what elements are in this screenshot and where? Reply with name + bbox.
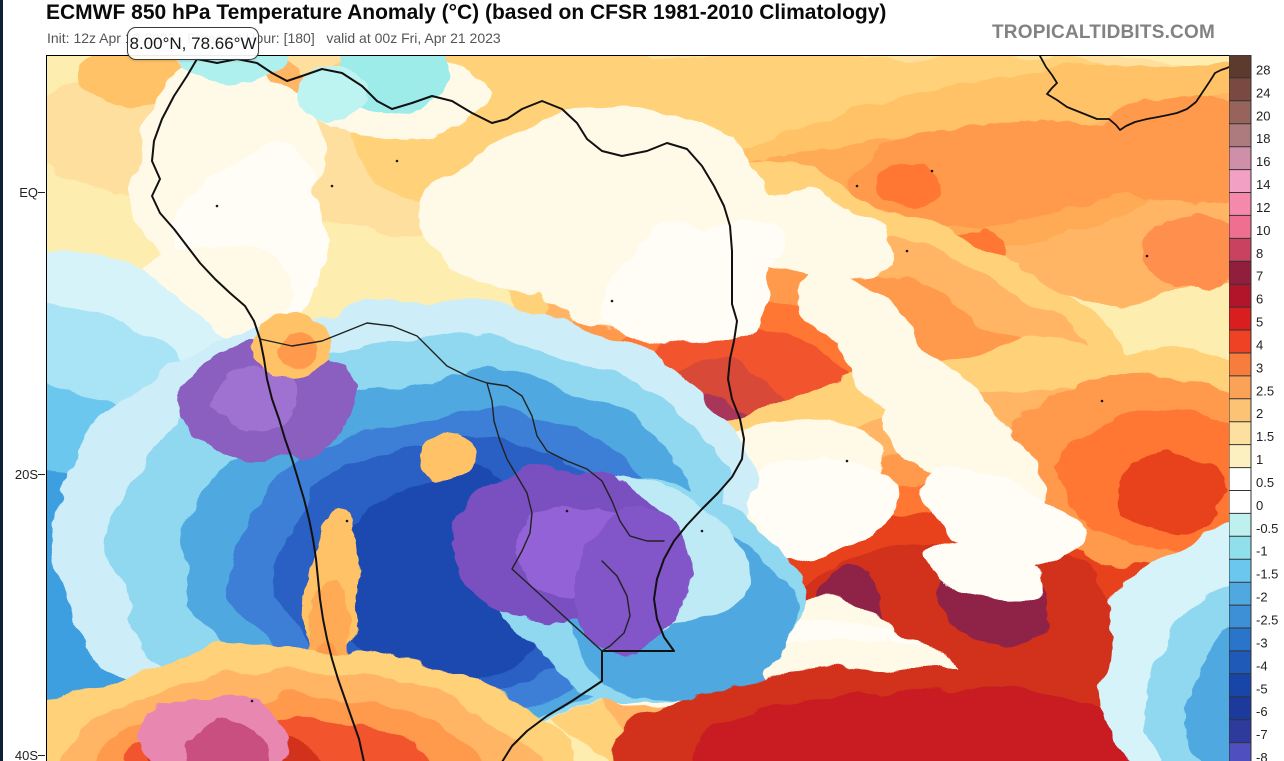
svg-text:10: 10	[1256, 223, 1270, 238]
svg-text:14: 14	[1256, 177, 1270, 192]
svg-text:7: 7	[1256, 269, 1263, 284]
svg-text:6: 6	[1256, 292, 1263, 307]
svg-text:16: 16	[1256, 154, 1270, 169]
svg-text:-3: -3	[1256, 635, 1268, 650]
svg-text:1.5: 1.5	[1256, 429, 1274, 444]
svg-text:0.5: 0.5	[1256, 475, 1274, 490]
svg-text:-8: -8	[1256, 750, 1268, 761]
svg-text:12: 12	[1256, 200, 1270, 215]
svg-text:20: 20	[1256, 108, 1270, 123]
svg-text:-1.5: -1.5	[1256, 567, 1278, 582]
svg-text:0: 0	[1256, 498, 1263, 513]
svg-text:-1: -1	[1256, 544, 1268, 559]
svg-text:24: 24	[1256, 85, 1270, 100]
svg-text:28: 28	[1256, 62, 1270, 77]
svg-text:8: 8	[1256, 246, 1263, 261]
svg-text:2: 2	[1256, 406, 1263, 421]
svg-text:-5: -5	[1256, 681, 1268, 696]
svg-text:4: 4	[1256, 338, 1263, 353]
svg-text:-7: -7	[1256, 727, 1268, 742]
svg-text:-2: -2	[1256, 590, 1268, 605]
svg-text:-4: -4	[1256, 658, 1268, 673]
svg-text:-6: -6	[1256, 704, 1268, 719]
svg-text:3: 3	[1256, 360, 1263, 375]
svg-text:-2.5: -2.5	[1256, 613, 1278, 628]
svg-text:18: 18	[1256, 131, 1270, 146]
svg-text:2.5: 2.5	[1256, 383, 1274, 398]
svg-text:5: 5	[1256, 315, 1263, 330]
svg-text:-0.5: -0.5	[1256, 521, 1278, 536]
svg-text:1: 1	[1256, 452, 1263, 467]
